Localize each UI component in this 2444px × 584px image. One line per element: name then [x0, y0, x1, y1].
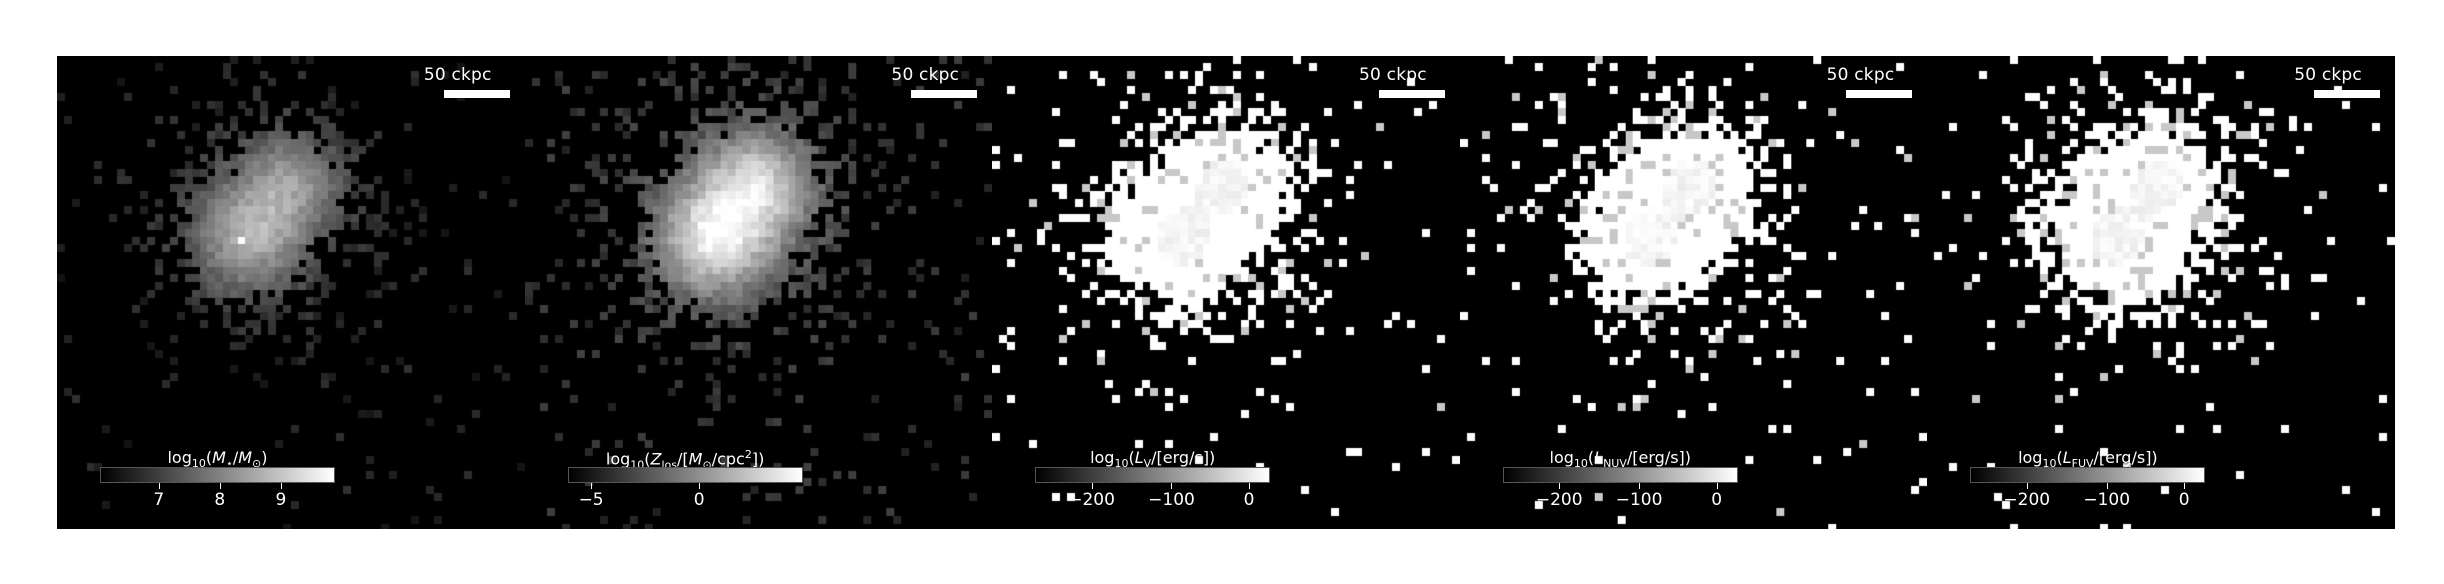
scalebar	[911, 90, 978, 98]
colorbar-label: log10(LNUV/[erg/s])	[1549, 448, 1692, 471]
colorbar-tick-label: −100	[1615, 490, 1663, 510]
colorbar-tick-label: 9	[275, 490, 287, 510]
colorbar-tick-label: −200	[1535, 490, 1583, 510]
scalebar-label: 50 ckpc	[2294, 65, 2362, 85]
lum-nuv-map	[1459, 56, 1928, 529]
panel-metallicity: 50 ckpc log10(Zlos/[M⊙/cpc2]) −5 0	[524, 56, 993, 529]
panel-lum-fuv: 50 ckpc log10(LFUV/[erg/s]) −200 −100 0	[1927, 56, 2395, 529]
colorbar-tick	[1639, 483, 1641, 489]
metallicity-map	[524, 56, 993, 529]
colorbar-tick-label: −5	[578, 490, 604, 510]
colorbar-tick-label: 0	[693, 490, 705, 510]
colorbar-tick-label: 0	[1711, 490, 1723, 510]
colorbar-tick	[158, 483, 160, 489]
colorbar-tick-label: −200	[1068, 490, 1115, 510]
colorbar-label: log10(LFUV/[erg/s])	[2018, 448, 2158, 471]
scalebar	[1378, 90, 1445, 98]
scalebar	[1846, 90, 1913, 98]
colorbar-tick	[1091, 483, 1093, 489]
scalebar-label: 50 ckpc	[423, 65, 492, 85]
colorbar-tick	[219, 483, 221, 489]
colorbar	[100, 467, 335, 483]
colorbar	[1502, 467, 1738, 483]
panel-lum-nuv: 50 ckpc log10(LNUV/[erg/s]) −200 −100 0	[1459, 56, 1928, 529]
colorbar-tick	[591, 483, 593, 489]
colorbar-tick	[2026, 483, 2028, 489]
colorbar	[567, 467, 803, 483]
scalebar-label: 50 ckpc	[891, 65, 960, 85]
panel-stellar-mass: 50 ckpc log10(M⋆/M⊙) 7 8 9	[57, 56, 525, 529]
colorbar-tick	[1716, 483, 1718, 489]
colorbar	[1970, 467, 2206, 483]
colorbar-tick	[2106, 483, 2108, 489]
colorbar-tick-label: −100	[1148, 490, 1195, 510]
colorbar-tick	[1171, 483, 1173, 489]
scalebar	[443, 90, 510, 98]
panel-lum-v: 50 ckpc log10(LV/[erg/s]) −200 −100 0	[992, 56, 1460, 529]
colorbar-tick-label: −200	[2003, 490, 2051, 510]
colorbar-tick	[699, 483, 701, 489]
colorbar-label: log10(LV/[erg/s])	[1090, 448, 1216, 471]
colorbar-tick	[1559, 483, 1561, 489]
scalebar-label: 50 ckpc	[1826, 65, 1895, 85]
colorbar-tick-label: −100	[2083, 490, 2131, 510]
stellar-mass-map	[57, 56, 525, 529]
colorbar-tick-label: 7	[153, 490, 165, 510]
scalebar-label: 50 ckpc	[1359, 65, 1427, 85]
colorbar-tick-label: 0	[2178, 490, 2190, 510]
colorbar	[1035, 467, 1271, 483]
colorbar-tick	[2184, 483, 2186, 489]
colorbar-tick	[1249, 483, 1251, 489]
colorbar-tick-label: 0	[1243, 490, 1255, 510]
lum-fuv-map	[1927, 56, 2395, 529]
scalebar	[2313, 90, 2380, 98]
colorbar-label: log10(M⋆/M⊙)	[167, 448, 268, 471]
lum-v-map	[992, 56, 1460, 529]
colorbar-tick	[280, 483, 282, 489]
colorbar-tick-label: 8	[214, 490, 226, 510]
